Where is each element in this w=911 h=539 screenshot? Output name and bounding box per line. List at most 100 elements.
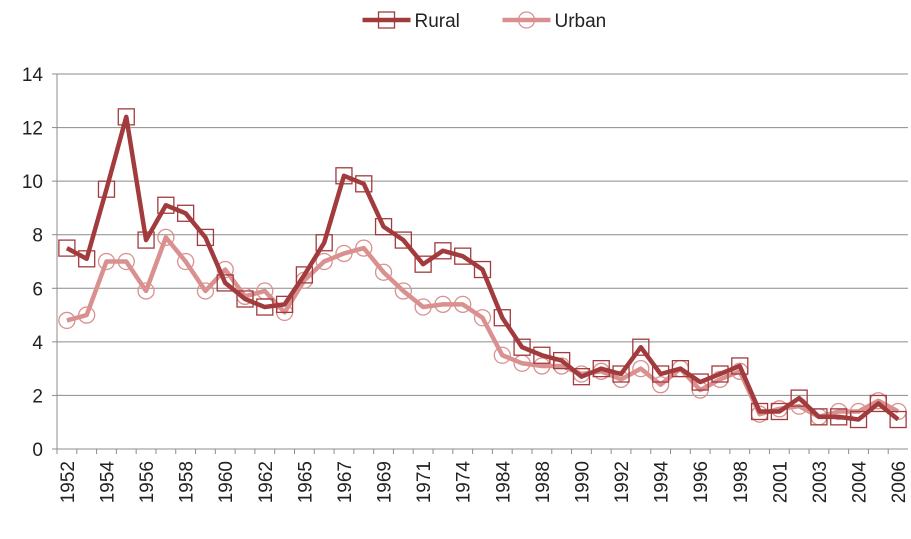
x-tick-label: 1990 [572,461,593,503]
data-point [157,196,175,214]
x-tick-label: 2001 [770,461,791,503]
x-tick-label: 1994 [652,461,673,504]
y-tick-label: 0 [32,440,43,461]
data-point [256,298,274,316]
x-tick-label: 1958 [177,461,198,503]
data-point [78,306,96,324]
data-point [216,274,234,292]
data-point [58,311,76,330]
y-tick-label: 2 [32,386,43,407]
data-point [137,282,155,300]
data-point [612,365,630,383]
data-point [394,282,412,300]
x-tick-label: 1974 [454,461,475,504]
data-point [414,298,432,316]
data-point [335,244,353,263]
legend-label: Rural [415,11,460,32]
data-point [750,402,769,421]
x-tick-label: 1956 [137,461,158,503]
data-point [513,338,531,356]
y-tick-label: 6 [32,279,43,300]
x-tick-label: 1967 [335,461,356,503]
x-tick-label: 1988 [533,461,554,503]
data-point [374,263,393,281]
legend-label: Urban [555,11,607,32]
data-point [711,365,729,383]
x-tick-label: 1954 [97,461,118,504]
data-point [295,266,314,284]
legend-marker [517,11,536,29]
data-point [196,282,215,300]
series [58,108,907,429]
data-point [770,402,789,421]
x-tick-label: 2003 [810,461,831,503]
data-point [632,338,650,356]
data-point [176,204,195,222]
data-point [335,167,353,185]
data-point [493,309,511,327]
data-point [315,252,333,271]
data-point [196,228,215,247]
data-point [493,346,511,364]
y-tick-label: 4 [32,333,43,354]
x-tick-label: 1984 [493,461,514,504]
y-tick-label: 10 [22,172,43,193]
x-tick-label: 1992 [612,461,633,503]
data-point [533,357,551,375]
data-point [731,357,749,375]
data-point [374,218,393,236]
data-point [236,290,254,308]
y-tick-label: 14 [22,65,44,86]
data-point [651,365,670,383]
data-point [176,252,195,271]
data-point [849,410,868,429]
x-tick-label: 2004 [850,461,871,504]
data-point [632,359,650,378]
data-point [473,309,492,327]
y-tick-label: 12 [22,119,43,140]
data-point [117,108,135,126]
data-point [671,359,690,378]
x-tick-label: 2006 [889,461,910,503]
x-tick-label: 1962 [256,461,277,503]
data-point [790,389,808,407]
x-tick-label: 1969 [375,461,396,503]
data-point [157,228,175,247]
data-point [355,175,373,193]
data-point [78,250,96,268]
data-point [889,410,907,429]
x-tick-label: 1971 [414,461,435,503]
data-point [414,255,432,273]
data-point [810,408,828,426]
data-point [592,359,610,378]
data-point [553,351,571,370]
x-tick-label: 1998 [731,461,752,503]
data-point [830,408,848,426]
data-point [454,295,472,314]
series-line [66,235,900,420]
data-point [572,368,591,386]
data-point [454,247,472,265]
x-tick-label: 1952 [58,461,79,503]
data-point [533,346,551,364]
x-tick-label: 1965 [295,461,316,503]
data-point [315,234,333,252]
data-point [473,260,492,279]
series-line [65,114,900,422]
data-point [58,239,76,257]
data-point [394,231,412,249]
data-point [137,231,155,249]
data-point [355,239,373,257]
data-point [691,373,709,391]
x-tick-label: 1960 [216,461,237,503]
data-point [117,252,135,271]
data-point [869,394,887,413]
data-point [97,252,116,271]
x-tick-label: 1996 [691,461,712,503]
data-point [434,295,452,314]
y-tick-label: 8 [32,226,43,247]
data-point [275,295,294,314]
data-point [97,180,116,198]
data-point [434,242,452,260]
